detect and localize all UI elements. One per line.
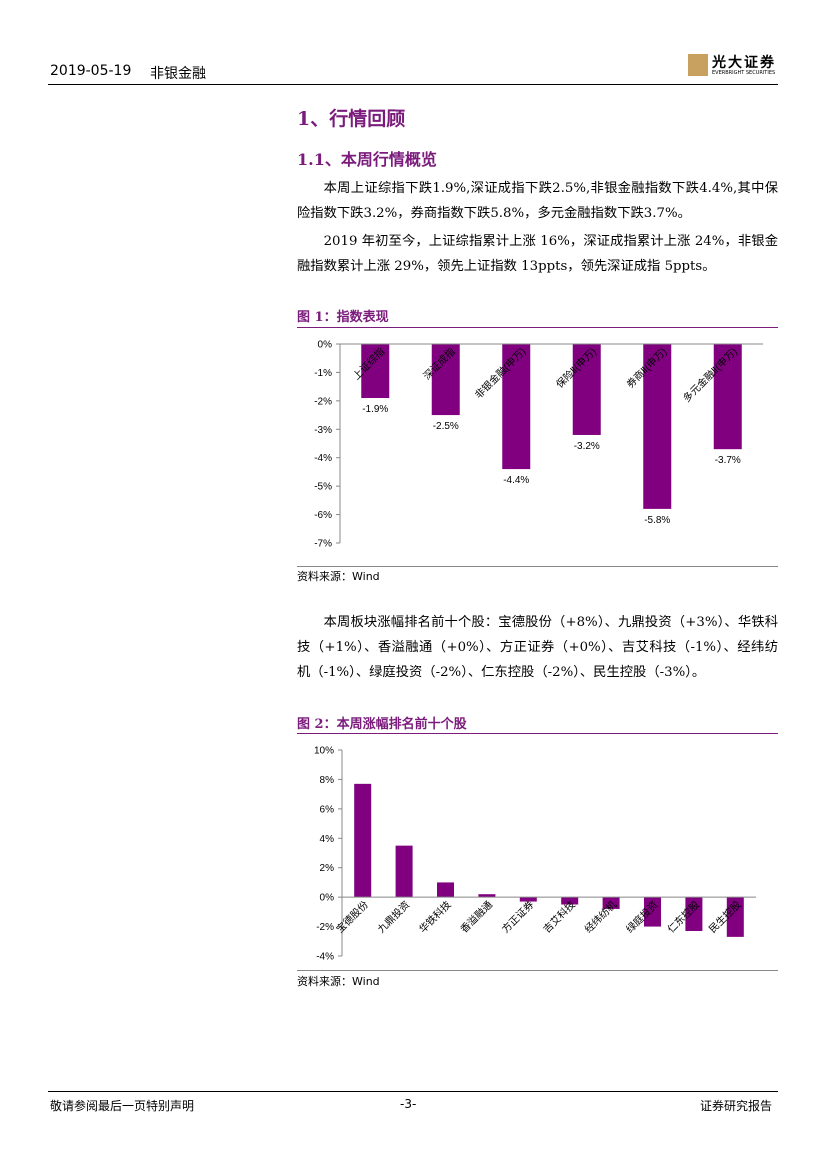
header-date: 2019-05-19 xyxy=(50,63,132,79)
bar xyxy=(478,894,496,898)
source-rule xyxy=(297,566,778,567)
y-tick-label: 2% xyxy=(320,863,335,874)
value-label: -3.2% xyxy=(574,441,600,452)
bar xyxy=(431,344,460,416)
bar xyxy=(354,783,372,898)
bar xyxy=(561,897,579,905)
footer-rule xyxy=(48,1091,778,1092)
source-rule xyxy=(297,970,778,971)
figure-title: 图 1：指数表现 xyxy=(297,310,389,325)
bar xyxy=(713,344,742,450)
y-tick-label: 0% xyxy=(318,340,333,351)
logo-name: 光大证券 xyxy=(712,55,776,71)
y-tick-label: -2% xyxy=(314,396,332,407)
x-tick-label: 九鼎投资 xyxy=(375,898,412,935)
y-tick-label: 10% xyxy=(314,746,334,757)
y-tick-label: 6% xyxy=(320,804,335,815)
paragraph: 2019 年初至今，上证综指累计上涨 16%，深证成指累计上涨 24%，非银金融… xyxy=(297,234,778,274)
bar xyxy=(726,897,744,937)
header-rule xyxy=(48,84,778,85)
y-tick-label: 4% xyxy=(320,834,335,845)
bar xyxy=(519,897,537,902)
value-label: -1.9% xyxy=(362,404,388,415)
y-tick-label: -3% xyxy=(314,425,332,436)
bar xyxy=(361,344,390,399)
x-tick-label: 宝德股份 xyxy=(333,898,370,935)
bar xyxy=(395,845,413,898)
y-tick-label: -4% xyxy=(314,453,332,464)
figure-title: 图 2：本周涨幅排名前十个股 xyxy=(297,717,467,732)
paragraph: 本周板块涨幅排名前十个股：宝德股份（+8%）、九鼎投资（+3%）、华铁科技（+1… xyxy=(297,615,778,680)
footer-left: 敬请参阅最后一页特别声明 xyxy=(50,1099,195,1113)
x-tick-label: 华铁科技 xyxy=(416,898,453,935)
value-label: -4.4% xyxy=(503,475,529,486)
bar xyxy=(572,344,601,435)
x-tick-label: 香溢融通 xyxy=(458,898,495,935)
y-tick-label: -6% xyxy=(314,510,332,521)
source: 资料来源：Wind xyxy=(297,570,380,583)
header-sector: 非银金融 xyxy=(150,66,206,82)
bar xyxy=(437,882,454,898)
bar xyxy=(685,897,703,931)
source: 资料来源：Wind xyxy=(297,975,380,988)
y-tick-label: -5% xyxy=(314,482,332,493)
figure-rule xyxy=(297,733,778,734)
y-tick-label: 8% xyxy=(320,775,335,786)
footer-page: -3- xyxy=(400,1097,417,1111)
paragraph: 本周上证综指下跌1.9%,深证成指下跌2.5%,非银金融指数下跌4.4%,其中保… xyxy=(297,181,778,221)
logo-icon xyxy=(688,54,708,76)
x-tick-label: 方正证券 xyxy=(499,898,536,935)
y-tick-label: 0% xyxy=(320,893,335,904)
bar xyxy=(643,344,672,509)
heading: 1、行情回顾 xyxy=(297,108,406,130)
bar xyxy=(502,344,531,470)
y-tick-label: -7% xyxy=(314,539,332,550)
bar xyxy=(602,897,620,909)
value-label: -2.5% xyxy=(433,421,459,432)
y-tick-label: -2% xyxy=(316,922,334,933)
y-tick-label: -4% xyxy=(316,952,334,963)
x-tick-label: 经纬纺机 xyxy=(582,898,619,935)
footer-right: 证券研究报告 xyxy=(700,1099,773,1113)
value-label: -3.7% xyxy=(715,455,741,466)
value-label: -5.8% xyxy=(644,515,670,526)
figure-rule xyxy=(297,327,778,328)
subheading: 1.1、本周行情概览 xyxy=(297,150,437,169)
logo-en: EVERBRIGHT SECURITIES xyxy=(712,70,776,76)
y-tick-label: -1% xyxy=(314,368,332,379)
x-tick-label: 吉艾科技 xyxy=(540,898,577,935)
bar xyxy=(644,897,661,927)
